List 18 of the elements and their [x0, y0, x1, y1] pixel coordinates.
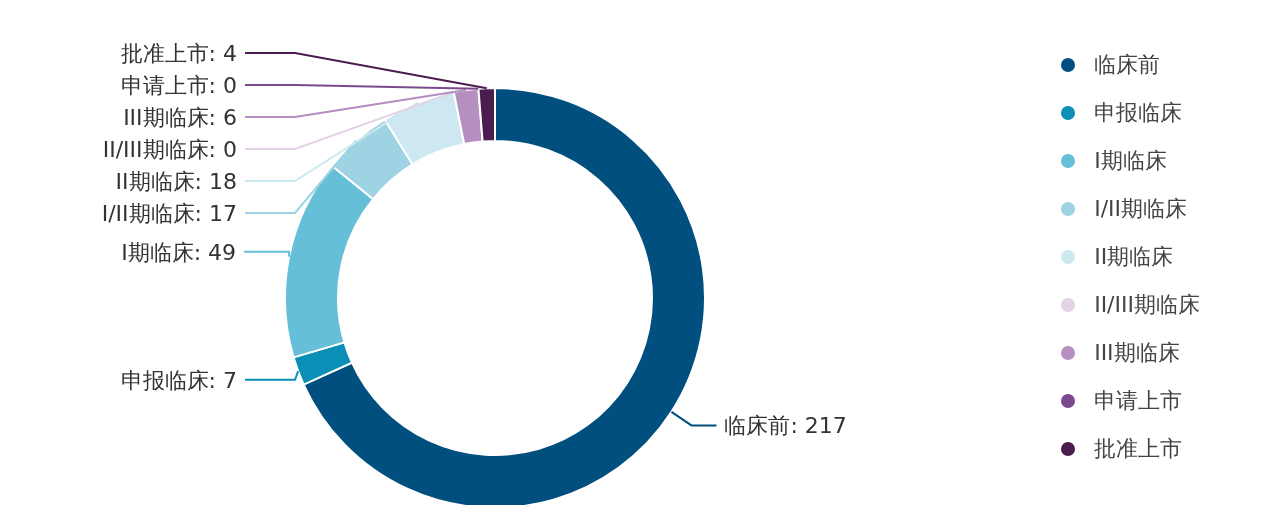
legend-label: 申报临床 — [1094, 98, 1183, 127]
legend-label: II期临床 — [1094, 242, 1174, 271]
data-label: III期临床: 6 — [123, 104, 237, 130]
data-label: 临床前: 217 — [724, 413, 847, 439]
data-label: 批准上市: 4 — [120, 40, 237, 66]
legend-label: 临床前 — [1094, 50, 1161, 79]
data-label: I期临床: 49 — [121, 239, 237, 265]
legend-label: I期临床 — [1094, 146, 1167, 175]
legend-label: I/II期临床 — [1094, 194, 1188, 223]
legend-label: III期临床 — [1094, 338, 1180, 367]
data-label: II期临床: 18 — [115, 168, 237, 194]
legend-label: II/III期临床 — [1094, 290, 1200, 319]
text: 申请上市: 0 — [120, 72, 237, 98]
text: II/III期临床: 0 — [102, 136, 237, 162]
legend-label: 申请上市 — [1094, 386, 1183, 415]
data-label: I/II期临床: 17 — [101, 200, 237, 226]
data-label: 申报临床: 7 — [120, 367, 237, 393]
legend-label: 批准上市 — [1094, 434, 1183, 463]
